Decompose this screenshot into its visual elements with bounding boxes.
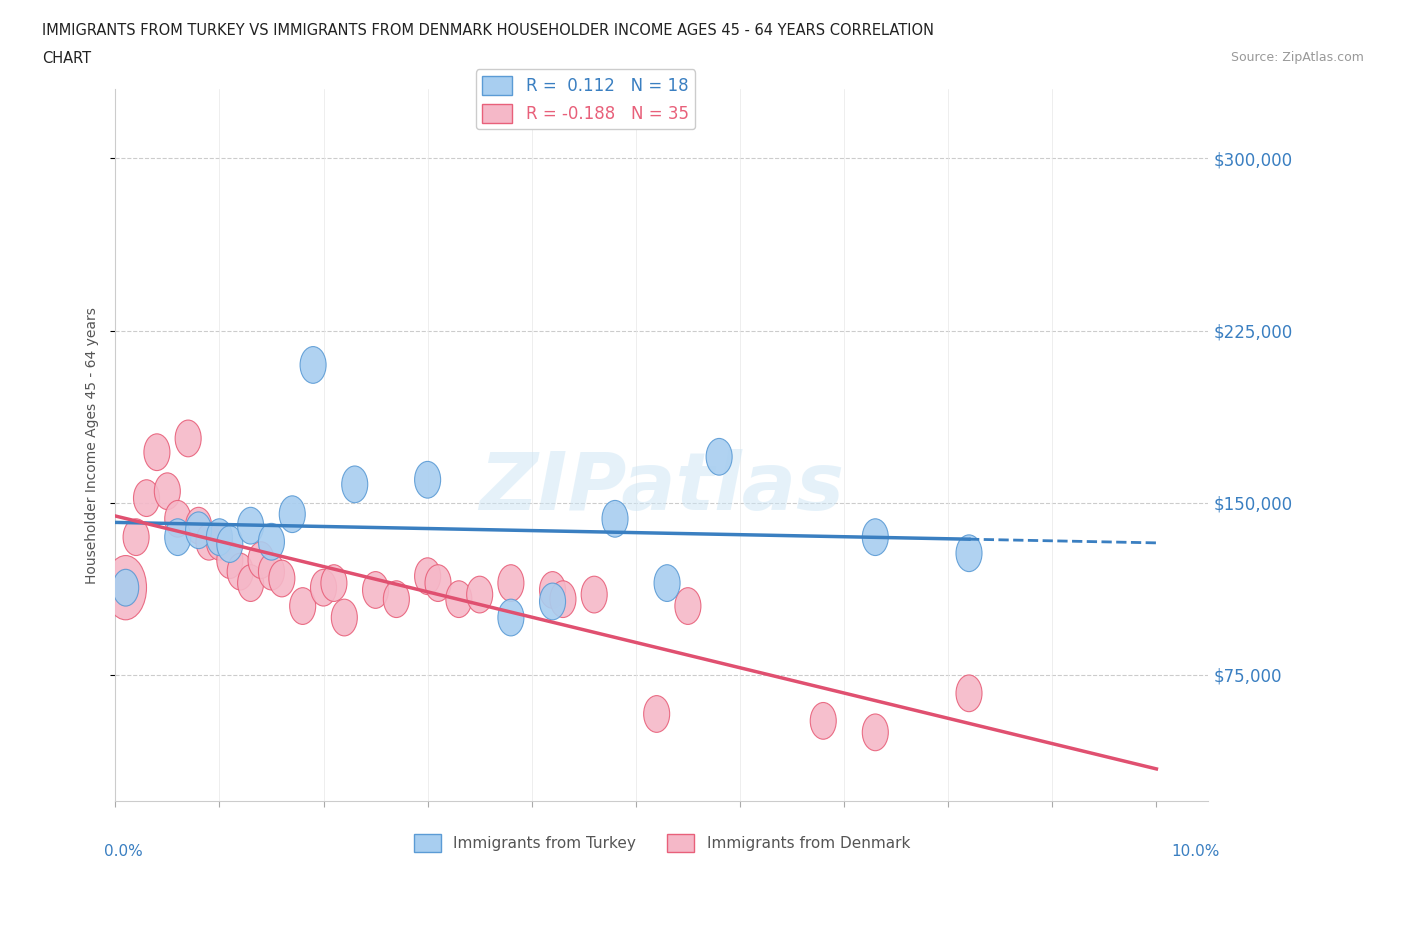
Ellipse shape — [675, 588, 702, 624]
Ellipse shape — [581, 577, 607, 613]
Ellipse shape — [112, 569, 139, 606]
Ellipse shape — [311, 569, 336, 606]
Ellipse shape — [259, 553, 284, 590]
Ellipse shape — [415, 461, 440, 498]
Ellipse shape — [186, 512, 211, 549]
Ellipse shape — [956, 535, 981, 572]
Ellipse shape — [112, 569, 139, 606]
Ellipse shape — [425, 565, 451, 602]
Ellipse shape — [956, 675, 981, 711]
Ellipse shape — [238, 508, 264, 544]
Y-axis label: Householder Income Ages 45 - 64 years: Householder Income Ages 45 - 64 years — [86, 307, 100, 584]
Ellipse shape — [862, 519, 889, 555]
Ellipse shape — [384, 581, 409, 618]
Ellipse shape — [217, 542, 243, 578]
Ellipse shape — [207, 519, 232, 555]
Ellipse shape — [238, 565, 264, 602]
Ellipse shape — [550, 581, 576, 618]
Text: Source: ZipAtlas.com: Source: ZipAtlas.com — [1230, 51, 1364, 64]
Text: 0.0%: 0.0% — [104, 844, 143, 859]
Ellipse shape — [280, 496, 305, 533]
Ellipse shape — [207, 524, 232, 560]
Ellipse shape — [195, 524, 222, 560]
Ellipse shape — [259, 524, 284, 560]
Ellipse shape — [415, 558, 440, 594]
Ellipse shape — [124, 519, 149, 555]
Ellipse shape — [602, 500, 628, 538]
Text: ZIPatlas: ZIPatlas — [479, 449, 845, 527]
Ellipse shape — [540, 572, 565, 608]
Ellipse shape — [654, 565, 681, 602]
Ellipse shape — [186, 508, 211, 544]
Ellipse shape — [862, 714, 889, 751]
Ellipse shape — [321, 565, 347, 602]
Ellipse shape — [467, 577, 492, 613]
Legend: Immigrants from Turkey, Immigrants from Denmark: Immigrants from Turkey, Immigrants from … — [408, 828, 917, 857]
Ellipse shape — [299, 347, 326, 383]
Ellipse shape — [363, 572, 388, 608]
Ellipse shape — [269, 560, 295, 597]
Ellipse shape — [143, 433, 170, 471]
Ellipse shape — [332, 599, 357, 636]
Ellipse shape — [247, 542, 274, 578]
Ellipse shape — [540, 583, 565, 619]
Ellipse shape — [217, 525, 243, 563]
Ellipse shape — [176, 420, 201, 457]
Ellipse shape — [228, 553, 253, 590]
Ellipse shape — [165, 500, 191, 538]
Ellipse shape — [105, 555, 146, 619]
Ellipse shape — [290, 588, 316, 624]
Ellipse shape — [134, 480, 159, 516]
Ellipse shape — [644, 696, 669, 732]
Text: CHART: CHART — [42, 51, 91, 66]
Ellipse shape — [342, 466, 368, 503]
Ellipse shape — [498, 565, 524, 602]
Text: 10.0%: 10.0% — [1171, 844, 1219, 859]
Ellipse shape — [810, 702, 837, 739]
Text: IMMIGRANTS FROM TURKEY VS IMMIGRANTS FROM DENMARK HOUSEHOLDER INCOME AGES 45 - 6: IMMIGRANTS FROM TURKEY VS IMMIGRANTS FRO… — [42, 23, 934, 38]
Ellipse shape — [165, 519, 191, 555]
Ellipse shape — [446, 581, 472, 618]
Ellipse shape — [155, 472, 180, 510]
Ellipse shape — [498, 599, 524, 636]
Ellipse shape — [706, 438, 733, 475]
